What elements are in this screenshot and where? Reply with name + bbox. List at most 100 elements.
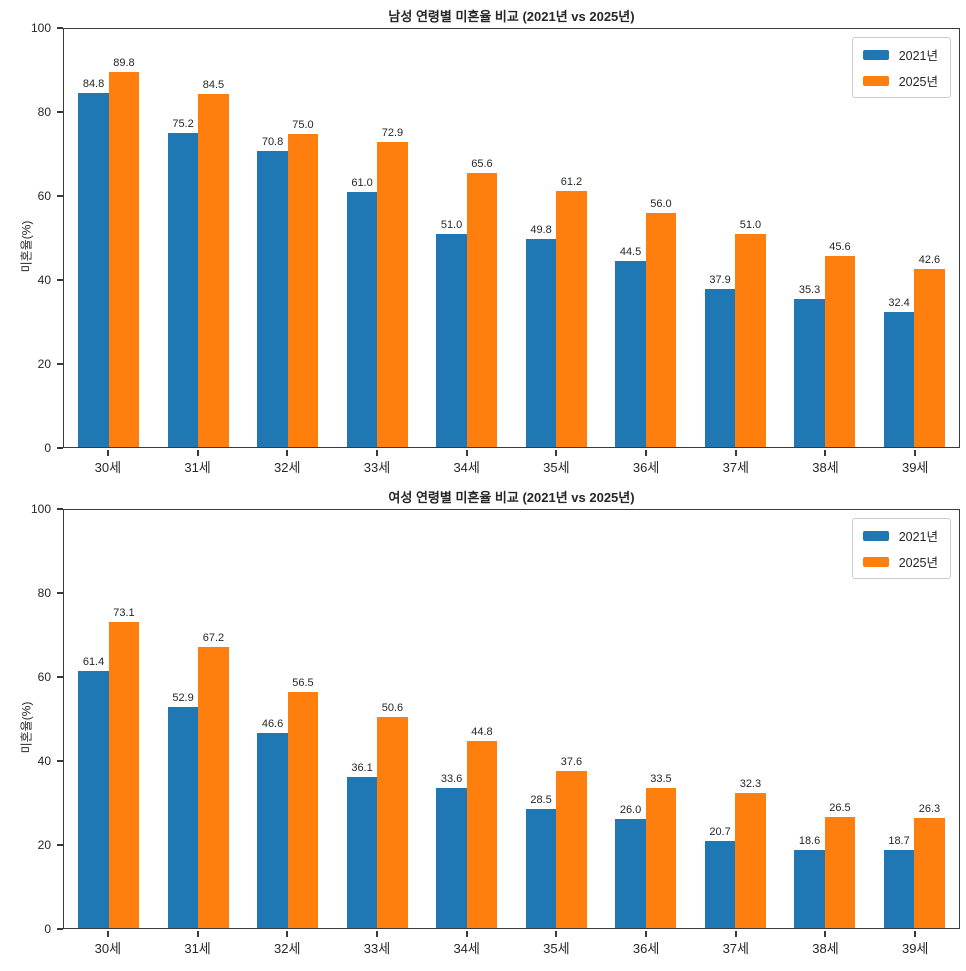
x-tick-label: 31세	[184, 941, 211, 956]
x-tick-mark	[734, 931, 737, 937]
bar-group: 44.5 56.0	[601, 29, 691, 447]
y-tick-label: 60	[37, 189, 51, 203]
bar-value-label: 18.6	[798, 835, 821, 848]
x-tick-mark	[824, 450, 827, 456]
x-tick-mark	[106, 931, 109, 937]
y-tick-mark	[57, 363, 63, 365]
x-tick-cell	[691, 931, 781, 937]
bar-value-label: 18.7	[888, 834, 910, 847]
bar-value-label: 35.3	[798, 284, 821, 297]
bar-value-label: 65.6	[471, 157, 493, 170]
bar-2025년: 73.1	[108, 607, 140, 928]
bar-2021년: 18.7	[883, 835, 915, 928]
bar-value-label: 42.6	[918, 253, 941, 266]
legend-entry-2025: 2025년	[862, 552, 938, 571]
y-tick-label: 60	[37, 670, 51, 684]
x-tick-label: 38세	[812, 460, 839, 475]
bar-value-label: 52.9	[172, 691, 194, 704]
x-tick-label: 32세	[274, 941, 301, 956]
x-tick-label: 33세	[363, 460, 391, 475]
bar-2025년: 61.2	[556, 176, 587, 447]
y-tick-label: 20	[37, 838, 51, 852]
x-tick-label: 30세	[94, 460, 122, 475]
x-tick-mark	[914, 931, 917, 937]
y-tick-label: 80	[37, 105, 51, 119]
x-tick-label: 35세	[543, 460, 570, 475]
x-tick-cell	[422, 931, 512, 937]
bar-value-label: 44.5	[619, 246, 642, 258]
bar-group: 36.1 50.6	[333, 510, 423, 928]
x-tick-cell	[512, 931, 602, 937]
x-tick-cell	[781, 931, 871, 937]
legend-label: 2025년	[898, 75, 938, 89]
bar-value-label: 26.0	[619, 804, 642, 817]
x-tick-cell	[422, 450, 512, 456]
x-tick-label: 37세	[722, 941, 749, 956]
y-tick-mark	[57, 928, 63, 930]
bar-group: 61.4 73.1	[64, 510, 154, 928]
bar-2021년: 37.9	[704, 274, 736, 447]
bar-2025년: 56.5	[287, 677, 319, 928]
bar-value-label: 75.2	[172, 117, 194, 130]
bar-2021년: 70.8	[257, 136, 288, 447]
legend-label: 2025년	[898, 556, 938, 570]
bar-value-label: 46.6	[261, 718, 284, 731]
bar-value-label: 51.0	[440, 218, 463, 231]
bar-value-label: 26.5	[829, 802, 851, 815]
x-tick-cell	[332, 450, 422, 456]
bar-group: 49.8 61.2	[512, 29, 602, 447]
bar-2021년: 46.6	[257, 718, 288, 928]
x-tick-cell	[242, 450, 332, 456]
bar-group: 28.5 37.6	[512, 510, 602, 928]
y-tick-mark	[57, 676, 63, 678]
y-tick-mark	[57, 27, 63, 29]
x-tick-mark	[375, 931, 378, 937]
bar-value-label: 37.9	[709, 273, 731, 286]
y-tick-label: 0	[44, 441, 51, 455]
x-tick-label: 38세	[812, 941, 839, 956]
x-tick-mark	[555, 931, 558, 937]
legend-swatch-2025	[862, 556, 889, 567]
x-tick-cell	[870, 450, 960, 456]
bar-value-label: 75.0	[292, 118, 314, 131]
bar-value-label: 33.5	[650, 772, 672, 785]
y-tick-label: 100	[30, 502, 51, 516]
bar-2021년: 33.6	[436, 773, 467, 928]
bar-value-label: 26.3	[918, 803, 941, 816]
bar-2025년: 45.6	[824, 241, 856, 447]
bar-2025년: 84.5	[198, 79, 229, 447]
bar-2021년: 44.5	[615, 246, 646, 447]
x-tick-mark	[734, 450, 737, 456]
y-tick-mark	[57, 508, 63, 510]
bar-2021년: 61.4	[78, 656, 109, 928]
bar-group: 46.6 56.5	[243, 510, 333, 928]
bar-value-label: 56.0	[650, 197, 672, 210]
bar-2021년: 51.0	[436, 219, 467, 447]
bar-2025년: 26.5	[824, 802, 856, 928]
bar-2021년: 36.1	[346, 762, 378, 928]
y-tick-mark	[57, 844, 63, 846]
legend-label: 2021년	[898, 49, 938, 63]
bar-2021년: 61.0	[346, 177, 378, 447]
bar-2021년: 52.9	[167, 692, 199, 928]
x-tick-cell	[242, 931, 332, 937]
legend-swatch-2021	[862, 49, 889, 60]
bar-2021년: 18.6	[794, 835, 825, 928]
bar-group: 35.3 45.6	[780, 29, 870, 447]
bar-value-label: 32.4	[888, 296, 910, 309]
x-tick-label: 36세	[632, 941, 660, 956]
y-tick-label: 40	[37, 754, 51, 768]
x-tick-cell	[63, 931, 153, 937]
bar-group: 26.0 33.5	[601, 510, 691, 928]
y-tick-label: 100	[30, 21, 51, 35]
x-tick-mark	[286, 931, 289, 937]
y-tick-label: 20	[37, 357, 51, 371]
x-tick-mark	[914, 450, 917, 456]
chart-title: 여성 연령별 미혼율 비교 (2021년 vs 2025년)	[388, 490, 635, 505]
bar-value-label: 73.1	[113, 607, 135, 620]
chart-title: 남성 연령별 미혼율 비교 (2021년 vs 2025년)	[388, 9, 635, 24]
x-tick-cell	[691, 450, 781, 456]
x-tick-cell	[153, 931, 243, 937]
legend-entry-2025: 2025년	[862, 71, 938, 90]
